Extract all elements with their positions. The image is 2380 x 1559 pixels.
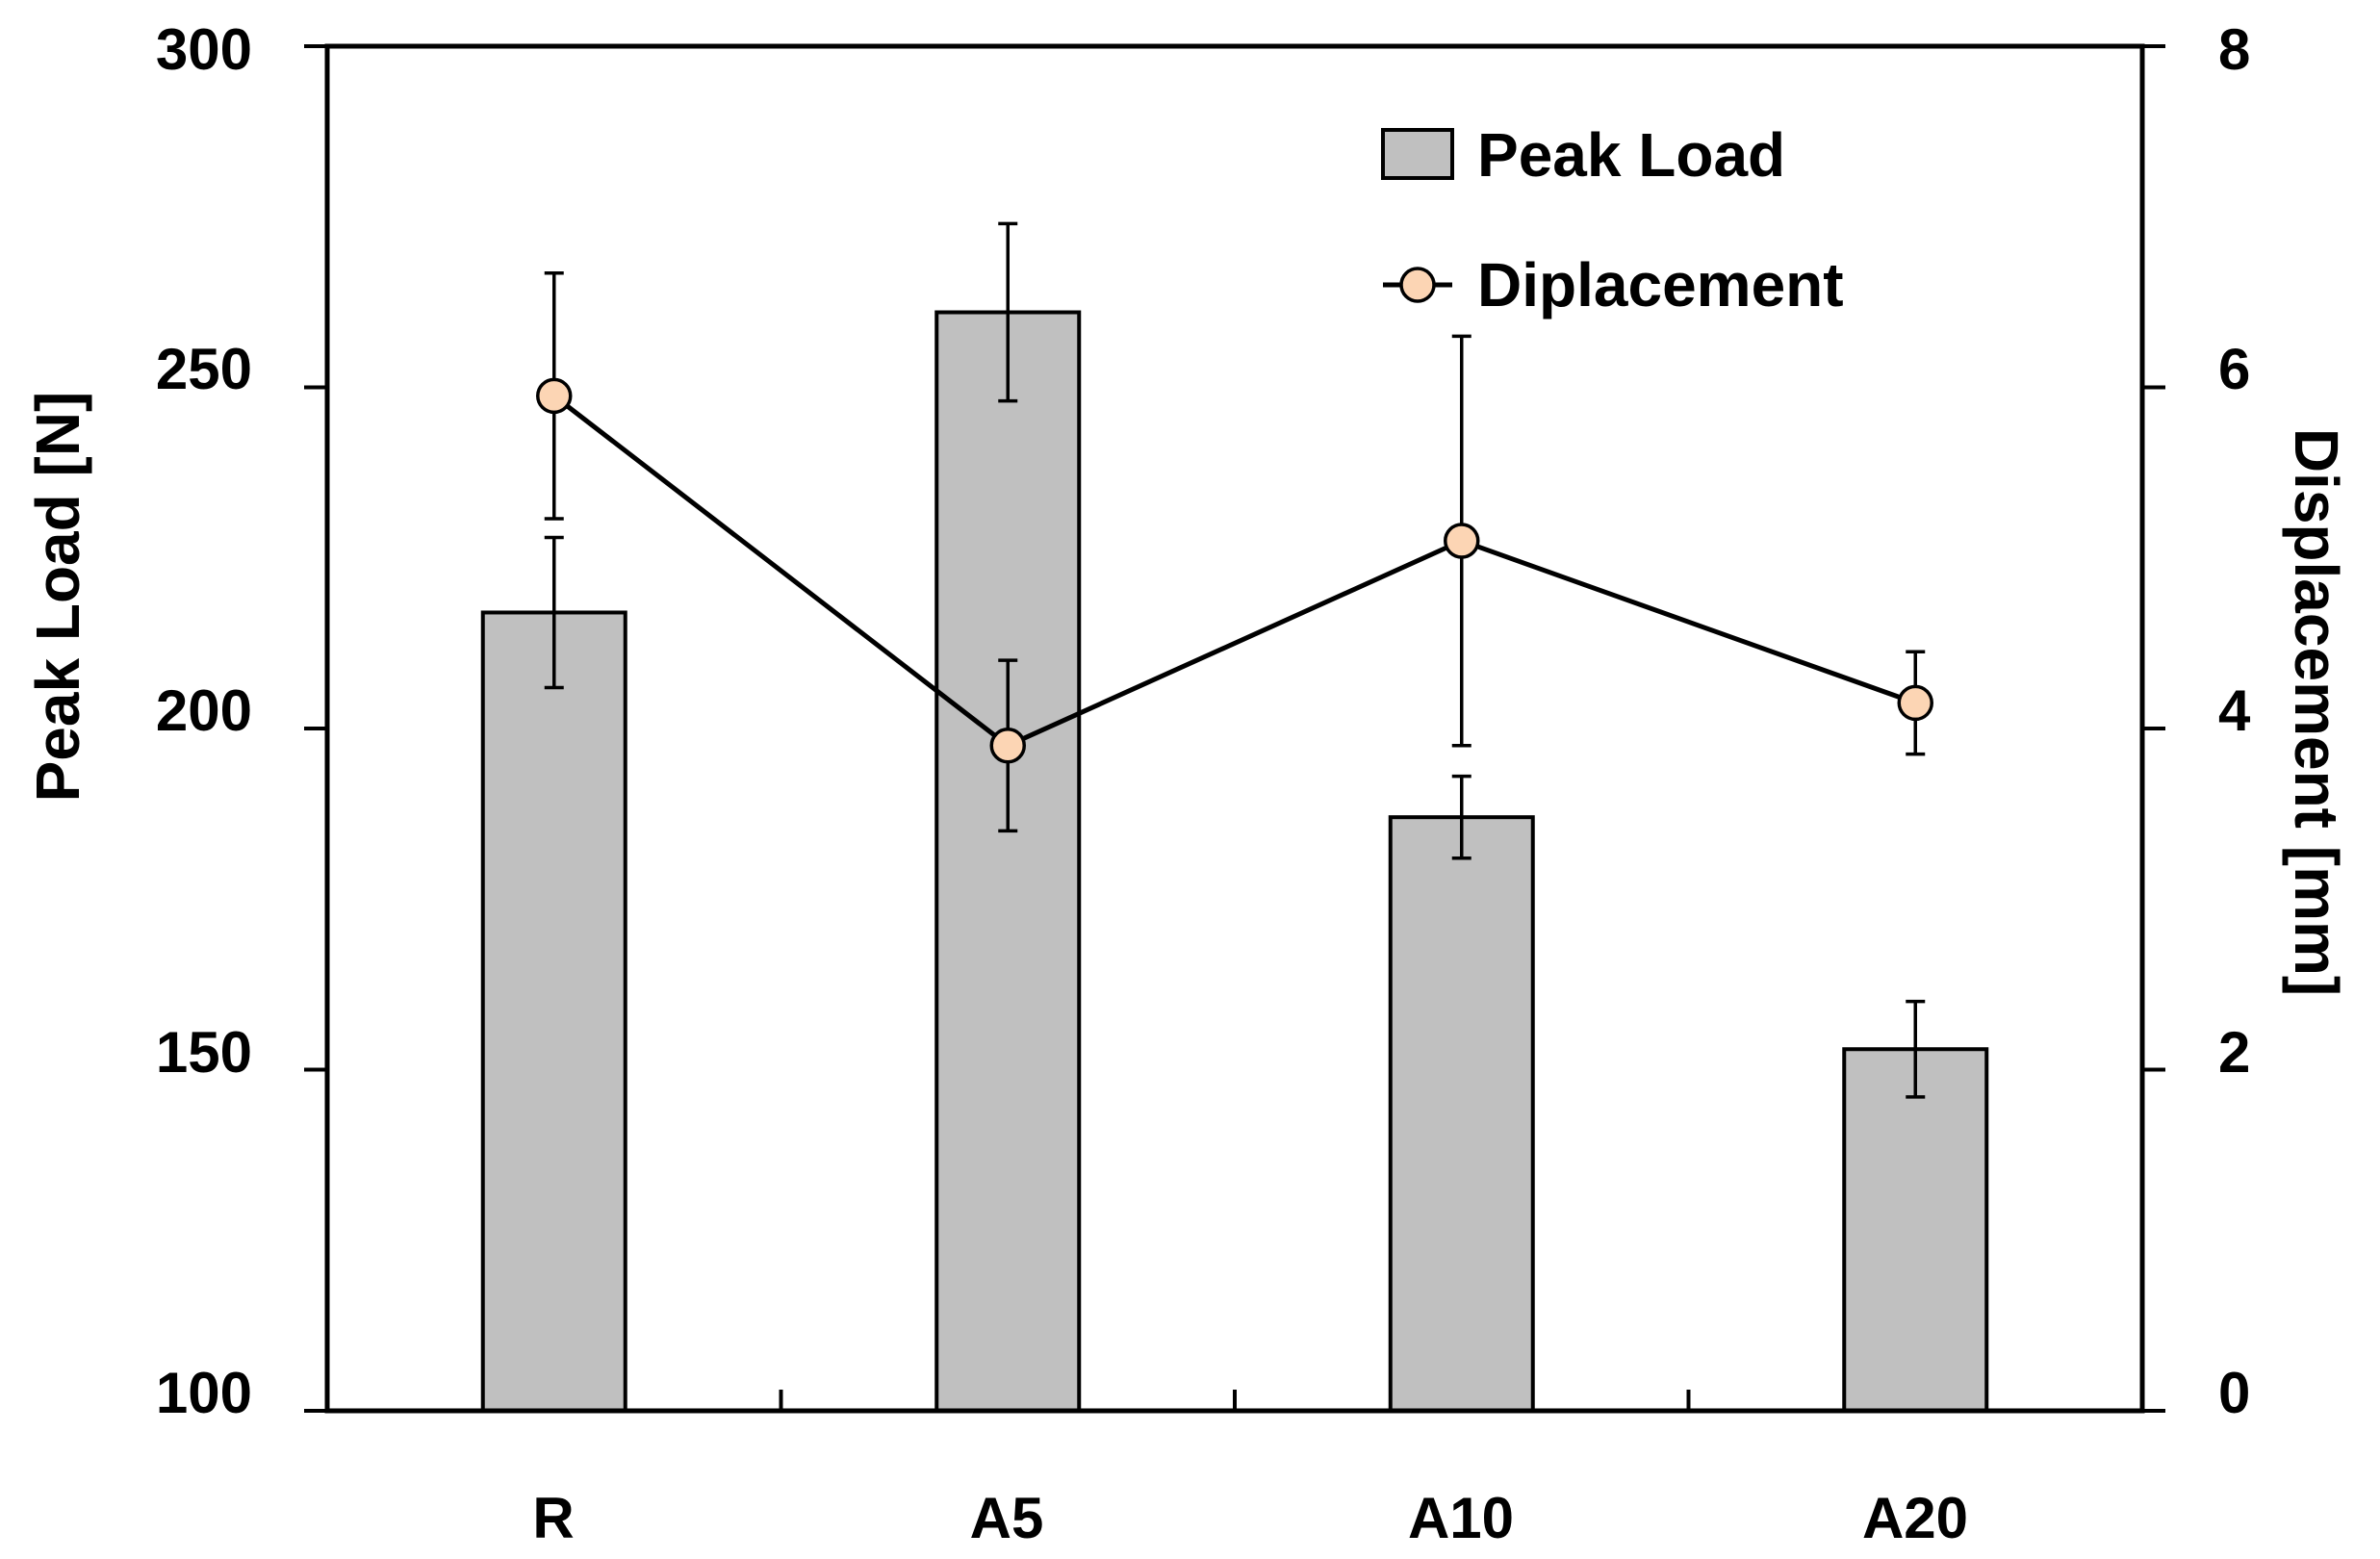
left-tick-label: 250 [156, 337, 252, 401]
left-tick-label: 200 [156, 678, 252, 743]
bar-peak-load [1388, 815, 1535, 1413]
right-tick-label: 6 [2218, 337, 2250, 401]
left-tick-label: 150 [156, 1020, 252, 1085]
axes-layer [304, 43, 2165, 1414]
right-axis-title: Displacement [mm] [2282, 428, 2351, 996]
left-axis-title: Peak Load [N] [23, 392, 92, 803]
category-label: R [532, 1486, 574, 1550]
right-tick-label: 8 [2218, 17, 2250, 82]
legend-bar-swatch [1381, 128, 1454, 180]
marker-displacement [536, 377, 573, 415]
marker-displacement [1897, 684, 1933, 722]
marker-displacement [989, 727, 1026, 764]
right-tick-label: 4 [2218, 678, 2251, 743]
left-tick-label: 300 [156, 17, 252, 82]
left-tick-labels: 100 150 200 250 300 [156, 17, 252, 1425]
right-tick-label: 2 [2218, 1020, 2250, 1085]
bars-layer [480, 221, 1989, 1413]
left-tick-label: 100 [156, 1361, 252, 1425]
line-displacement [552, 394, 1917, 749]
category-label: A10 [1408, 1486, 1514, 1550]
right-tick-labels: 0 2 4 6 8 [2218, 17, 2251, 1425]
right-tick-label: 0 [2218, 1361, 2250, 1425]
bar-peak-load [480, 610, 627, 1413]
bar-peak-load [1842, 1047, 1989, 1413]
category-labels: R A5 A10 A20 [532, 1486, 1968, 1550]
legend-label-peak-load: Peak Load [1477, 120, 1785, 190]
category-label: A20 [1862, 1486, 1968, 1550]
marker-displacement [1444, 523, 1480, 559]
line-layer [536, 270, 1933, 833]
legend-label-displacement: Diplacement [1477, 250, 1844, 319]
bar-peak-load [934, 310, 1082, 1413]
legend-marker-swatch [1399, 267, 1436, 303]
category-label: A5 [970, 1486, 1044, 1550]
legend: Peak Load Diplacement [1381, 120, 1844, 319]
